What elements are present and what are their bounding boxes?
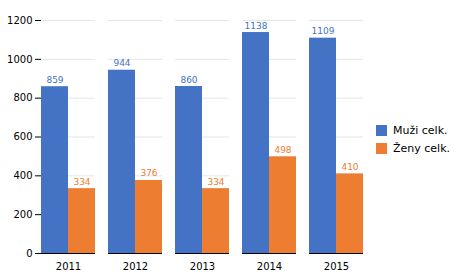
svg-text:2012: 2012 [123,261,148,272]
svg-text:2011: 2011 [56,261,81,272]
svg-text:200: 200 [13,209,32,220]
svg-text:1138: 1138 [245,21,268,31]
svg-text:498: 498 [274,145,291,155]
html-text:Muži celk.: Muži celk. [393,124,448,137]
svg-text:334: 334 [207,177,224,187]
svg-text:2014: 2014 [257,261,282,272]
svg-text:800: 800 [13,92,32,103]
svg-text:600: 600 [13,131,32,142]
svg-text:860: 860 [180,75,197,85]
svg-text:0: 0 [26,248,32,259]
svg-text:400: 400 [13,170,32,181]
svg-text:944: 944 [113,58,130,68]
svg-text:376: 376 [140,168,157,178]
svg-text:2015: 2015 [324,261,349,272]
svg-text:410: 410 [341,162,358,172]
svg-text:2013: 2013 [190,261,215,272]
svg-text:1200: 1200 [7,15,32,26]
svg-text:1000: 1000 [7,54,32,65]
svg-text:1109: 1109 [312,26,335,36]
svg-text:859: 859 [46,75,63,85]
svg-text:334: 334 [73,177,90,187]
html-text:Ženy celk.: Ženy celk. [393,142,450,155]
